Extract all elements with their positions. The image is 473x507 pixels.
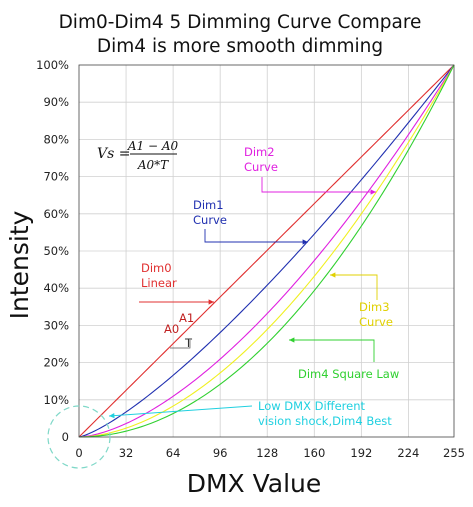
- y-tick-label: 50%: [43, 244, 69, 258]
- x-tick-label: 128: [256, 446, 278, 460]
- y-tick-label: 0: [62, 430, 69, 444]
- x-tick-label: 64: [166, 446, 181, 460]
- curve-dim0-linear: [78, 64, 455, 438]
- x-tick-label: 0: [75, 446, 82, 460]
- annotation-dim3-leader: [330, 274, 378, 300]
- slope-triangle: [170, 340, 191, 349]
- annotation-dim2-text: Dim2: [244, 145, 275, 159]
- curve-dim2-curve: [78, 64, 455, 438]
- speed-formula: Vs = A1 − A0 A0*T: [97, 139, 179, 172]
- annotation-dim2-text: Curve: [244, 160, 278, 174]
- formula-lhs: Vs =: [97, 146, 130, 162]
- annotation-dim1-text: Curve: [193, 213, 227, 227]
- y-tick-label: 60%: [43, 207, 69, 221]
- annotation-dim4-text: Dim4 Square Law: [298, 367, 399, 381]
- annotation-lowdmx-text: vision shock,Dim4 Best: [258, 414, 392, 428]
- x-tick-label: 255: [443, 446, 465, 460]
- dimming-curves: [78, 64, 455, 438]
- y-tick-label: 70%: [43, 170, 69, 184]
- grid-lines: [79, 65, 454, 437]
- formula-denominator: A0*T: [137, 158, 169, 172]
- curve-dim4-square-law: [78, 64, 455, 438]
- x-tick-label: 32: [119, 446, 134, 460]
- y-tick-label: 100%: [36, 58, 69, 72]
- y-tick-label: 10%: [43, 393, 69, 407]
- x-tick-label: 224: [397, 446, 419, 460]
- y-tick-label: 20%: [43, 356, 69, 370]
- low-dmx-highlight-circle: [47, 405, 111, 469]
- curve-annotations: Dim0LinearDim1CurveDim2CurveDim3CurveDim…: [108, 145, 399, 428]
- annotation-dim0-text: Dim0: [141, 261, 172, 275]
- annotation-dim1-text: Dim1: [193, 198, 224, 212]
- annotation-dim2-arrowhead: [370, 189, 376, 195]
- y-tick-label: 80%: [43, 132, 69, 146]
- annotation-dim0-text: Linear: [141, 276, 177, 290]
- y-tick-label: 90%: [43, 95, 69, 109]
- annotation-dim1-leader: [204, 229, 308, 243]
- annotation-lowdmx-arrowhead: [109, 413, 115, 419]
- annotation-dim4-arrowhead: [289, 337, 295, 343]
- annotation-dim3-arrowhead: [330, 272, 336, 278]
- annotation-dim2-leader: [261, 177, 376, 193]
- label-a1: A1: [179, 311, 194, 325]
- annotation-dim3-text: Dim3: [359, 300, 390, 314]
- curve-dim1-curve: [78, 64, 455, 438]
- annotation-lowdmx-text: Low DMX Different: [258, 399, 366, 413]
- x-tick-label: 192: [350, 446, 372, 460]
- chart-subtitle: Dim4 is more smooth dimming: [97, 36, 383, 57]
- chart-title: Dim0-Dim4 5 Dimming Curve Compare: [59, 12, 422, 33]
- annotation-dim1-arrowhead: [302, 239, 308, 245]
- annotation-dim3-text: Curve: [359, 315, 393, 329]
- annotation-dim0-arrowhead: [208, 299, 214, 305]
- y-tick-labels: 0 10% 20% 30% 40% 50% 60% 70% 80% 90% 100%: [36, 58, 69, 444]
- curve-dim3-curve: [78, 64, 455, 438]
- x-tick-labels: 0 32 64 96 128 160 192 224 255: [75, 446, 465, 460]
- plot-frame: [78, 64, 455, 438]
- formula-numerator: A1 − A0: [127, 139, 179, 153]
- x-axis-label: DMX Value: [187, 469, 322, 498]
- annotation-lowdmx-leader: [108, 405, 253, 417]
- label-t: T: [184, 336, 193, 350]
- label-a0: A0: [164, 322, 179, 336]
- y-tick-label: 30%: [43, 318, 69, 332]
- x-tick-label: 160: [303, 446, 325, 460]
- annotation-dim4-leader: [289, 339, 375, 362]
- y-axis-label: Intensity: [5, 210, 34, 319]
- x-tick-label: 96: [213, 446, 228, 460]
- y-tick-label: 40%: [43, 281, 69, 295]
